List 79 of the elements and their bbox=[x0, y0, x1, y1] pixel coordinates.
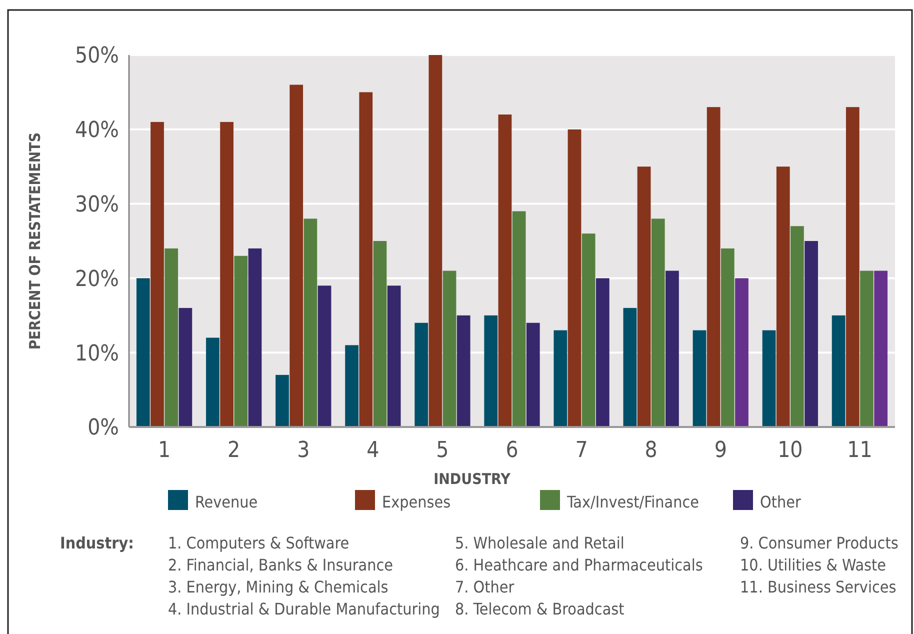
bar bbox=[637, 166, 651, 427]
text: 3. Energy, Mining & Chemicals bbox=[168, 578, 388, 597]
bar bbox=[874, 270, 888, 427]
text: 7. Other bbox=[455, 578, 514, 597]
text: 10. Utilities & Waste bbox=[740, 556, 886, 575]
bar bbox=[414, 322, 428, 427]
x-tick-label: 1 bbox=[158, 438, 171, 463]
bar bbox=[596, 278, 610, 427]
x-tick-label: 7 bbox=[575, 438, 588, 463]
bar bbox=[860, 270, 874, 427]
x-tick-label: 9 bbox=[714, 438, 727, 463]
bar bbox=[345, 345, 358, 427]
bar bbox=[846, 107, 860, 427]
bar bbox=[706, 107, 720, 427]
bar bbox=[442, 270, 456, 427]
bar bbox=[832, 315, 846, 427]
y-tick-label: 50% bbox=[75, 44, 119, 69]
bar bbox=[692, 330, 706, 427]
bar bbox=[304, 218, 318, 427]
bar bbox=[651, 218, 665, 427]
bar bbox=[150, 122, 164, 427]
bar bbox=[178, 308, 192, 427]
text: 8. Telecom & Broadcast bbox=[455, 600, 625, 619]
bar bbox=[359, 92, 373, 427]
legend-label: Revenue bbox=[195, 492, 258, 512]
x-axis-title: INDUSTRY bbox=[434, 470, 511, 488]
bar bbox=[582, 234, 596, 427]
bar bbox=[735, 278, 748, 427]
bar bbox=[526, 322, 540, 427]
bar bbox=[136, 278, 150, 427]
bar bbox=[206, 338, 220, 427]
bar bbox=[290, 84, 304, 427]
bar bbox=[234, 256, 248, 427]
bar bbox=[720, 248, 734, 427]
bar bbox=[373, 241, 387, 427]
x-tick-label: 11 bbox=[847, 438, 872, 463]
text: 11. Business Services bbox=[740, 578, 896, 597]
y-tick-label: 30% bbox=[75, 192, 119, 218]
text: 9. Consumer Products bbox=[740, 534, 898, 553]
x-tick-label: 6 bbox=[506, 438, 518, 463]
bar bbox=[666, 270, 679, 427]
text: 5. Wholesale and Retail bbox=[455, 534, 624, 553]
bar bbox=[387, 286, 401, 427]
bar bbox=[318, 286, 332, 427]
bar bbox=[164, 248, 178, 427]
x-tick-label: 2 bbox=[228, 438, 240, 463]
text: 4. Industrial & Durable Manufacturing bbox=[168, 600, 440, 619]
bar bbox=[790, 226, 804, 427]
y-tick-label: 10% bbox=[75, 341, 119, 366]
bar bbox=[248, 248, 262, 427]
bar bbox=[512, 211, 526, 427]
bar bbox=[776, 166, 790, 427]
legend-label: Expenses bbox=[382, 492, 451, 512]
x-tick-label: 5 bbox=[436, 438, 449, 463]
x-tick-label: 8 bbox=[644, 438, 658, 463]
text: 6. Heathcare and Pharmaceuticals bbox=[455, 556, 703, 575]
text: Industry: bbox=[60, 534, 134, 553]
y-axis-title: PERCENT OF RESTATEMENTS bbox=[26, 132, 44, 350]
x-tick-label: 3 bbox=[297, 438, 310, 463]
legend-label: Other bbox=[760, 492, 801, 512]
x-tick-label: 10 bbox=[778, 438, 803, 463]
bar bbox=[623, 308, 637, 427]
y-tick-label: 20% bbox=[75, 266, 119, 292]
text: 1. Computers & Software bbox=[168, 534, 350, 553]
bar bbox=[456, 315, 470, 427]
bar bbox=[498, 114, 512, 427]
bar bbox=[762, 330, 776, 427]
y-tick-label: 0% bbox=[88, 416, 119, 441]
y-tick-label: 40% bbox=[75, 118, 119, 144]
bar bbox=[428, 55, 442, 427]
x-tick-label: 4 bbox=[366, 438, 380, 463]
text: 2. Financial, Banks & Insurance bbox=[168, 556, 394, 575]
bar bbox=[276, 374, 289, 427]
bar bbox=[568, 129, 582, 427]
bar bbox=[220, 122, 234, 427]
bar bbox=[554, 330, 568, 427]
legend-label: Tax/Invest/Finance bbox=[566, 492, 700, 512]
bar bbox=[484, 315, 498, 427]
bar bbox=[804, 241, 818, 427]
